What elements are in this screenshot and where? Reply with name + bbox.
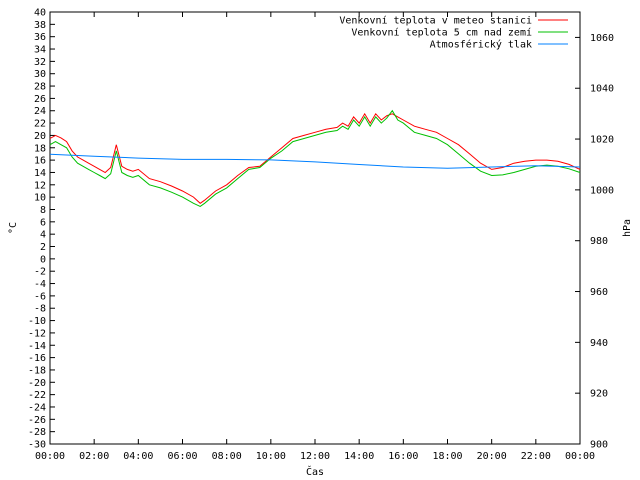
- y-axis-left: -30-28-26-24-22-20-18-16-14-12-10-8-6-4-…: [28, 8, 55, 451]
- y-left-tick-label: 10: [34, 193, 46, 204]
- y-left-tick-label: 0: [40, 254, 46, 265]
- y-right-tick-label: 980: [590, 236, 608, 247]
- y-right-tick-label: 920: [590, 389, 608, 400]
- y-left-tick-label: 40: [34, 8, 46, 19]
- y-right-tick-label: 900: [590, 440, 608, 451]
- y-left-tick-label: -22: [28, 390, 46, 401]
- y-left-tick-label: 26: [34, 94, 46, 105]
- y-right-tick-label: 1060: [590, 33, 614, 44]
- x-axis-label: Čas: [306, 465, 324, 478]
- y-right-tick-label: 1040: [590, 84, 614, 95]
- y-left-tick-label: 14: [34, 168, 46, 179]
- y-left-tick-label: 32: [34, 57, 46, 68]
- x-tick-label: 00:00: [565, 451, 595, 462]
- x-tick-label: 04:00: [123, 451, 153, 462]
- series-line: [49, 153, 581, 169]
- y-left-tick-label: 30: [34, 69, 46, 80]
- y-left-tick-label: -12: [28, 328, 46, 339]
- y-left-tick-label: 18: [34, 143, 46, 154]
- y-left-tick-label: 12: [34, 180, 46, 191]
- y-left-tick-label: -30: [28, 440, 46, 451]
- legend-label: Atmosférický tlak: [430, 39, 532, 51]
- plot-frame: [49, 11, 581, 445]
- x-tick-label: 16:00: [388, 451, 418, 462]
- y-left-tick-label: -10: [28, 316, 46, 327]
- x-tick-label: 00:00: [35, 451, 65, 462]
- y-left-tick-label: 28: [34, 82, 46, 93]
- y-axis-left-label: °C: [8, 222, 19, 234]
- series-lines: [49, 109, 581, 207]
- y-left-tick-label: 4: [40, 230, 46, 241]
- y-left-tick-label: -24: [28, 402, 46, 413]
- y-left-tick-label: -16: [28, 353, 46, 364]
- series-line: [49, 109, 581, 207]
- y-left-tick-label: -20: [28, 378, 46, 389]
- y-axis-right: 900 920 940 960 980 1000 1020 1040 1060: [575, 33, 614, 451]
- y-right-tick-label: 1000: [590, 185, 614, 196]
- y-left-tick-label: 8: [40, 205, 46, 216]
- y-right-tick-label: 940: [590, 338, 608, 349]
- x-tick-label: 22:00: [521, 451, 551, 462]
- y-left-tick-label: -14: [28, 341, 46, 352]
- y-left-tick-label: 16: [34, 156, 46, 167]
- x-tick-label: 20:00: [477, 451, 507, 462]
- y-axis-right-label: hPa: [622, 219, 633, 237]
- y-left-tick-label: 6: [40, 217, 46, 228]
- y-left-tick-label: 34: [34, 45, 46, 56]
- legend-label: Venkovní teplota v meteo stanici: [339, 15, 532, 27]
- legend: Venkovní teplota v meteo staniciVenkovní…: [339, 15, 568, 51]
- x-tick-label: 08:00: [212, 451, 242, 462]
- series-line: [49, 112, 581, 204]
- x-tick-label: 06:00: [167, 451, 197, 462]
- y-left-tick-label: 20: [34, 131, 46, 142]
- y-right-tick-label: 960: [590, 287, 608, 298]
- y-left-tick-label: -2: [34, 267, 46, 278]
- x-tick-label: 02:00: [79, 451, 109, 462]
- y-right-tick-label: 1020: [590, 135, 614, 146]
- y-left-tick-label: -8: [34, 304, 46, 315]
- y-left-tick-label: -4: [34, 279, 46, 290]
- x-axis: 00:00 02:00 04:00 06:00 08:00 10:00 12:00 14:00…: [35, 12, 595, 462]
- y-left-tick-label: -6: [34, 291, 46, 302]
- x-tick-label: 10:00: [256, 451, 286, 462]
- y-left-tick-label: 22: [34, 119, 46, 130]
- y-left-tick-label: 2: [40, 242, 46, 253]
- y-left-tick-label: 36: [34, 32, 46, 43]
- x-tick-label: 12:00: [300, 451, 330, 462]
- y-left-tick-label: -28: [28, 427, 46, 438]
- y-left-tick-label: -18: [28, 365, 46, 376]
- x-tick-label: 18:00: [432, 451, 462, 462]
- y-left-tick-label: -26: [28, 415, 46, 426]
- x-tick-label: 14:00: [344, 451, 374, 462]
- y-left-tick-label: 38: [34, 20, 46, 31]
- legend-label: Venkovní teplota 5 cm nad zemí: [351, 27, 532, 39]
- y-left-tick-label: 24: [34, 106, 46, 117]
